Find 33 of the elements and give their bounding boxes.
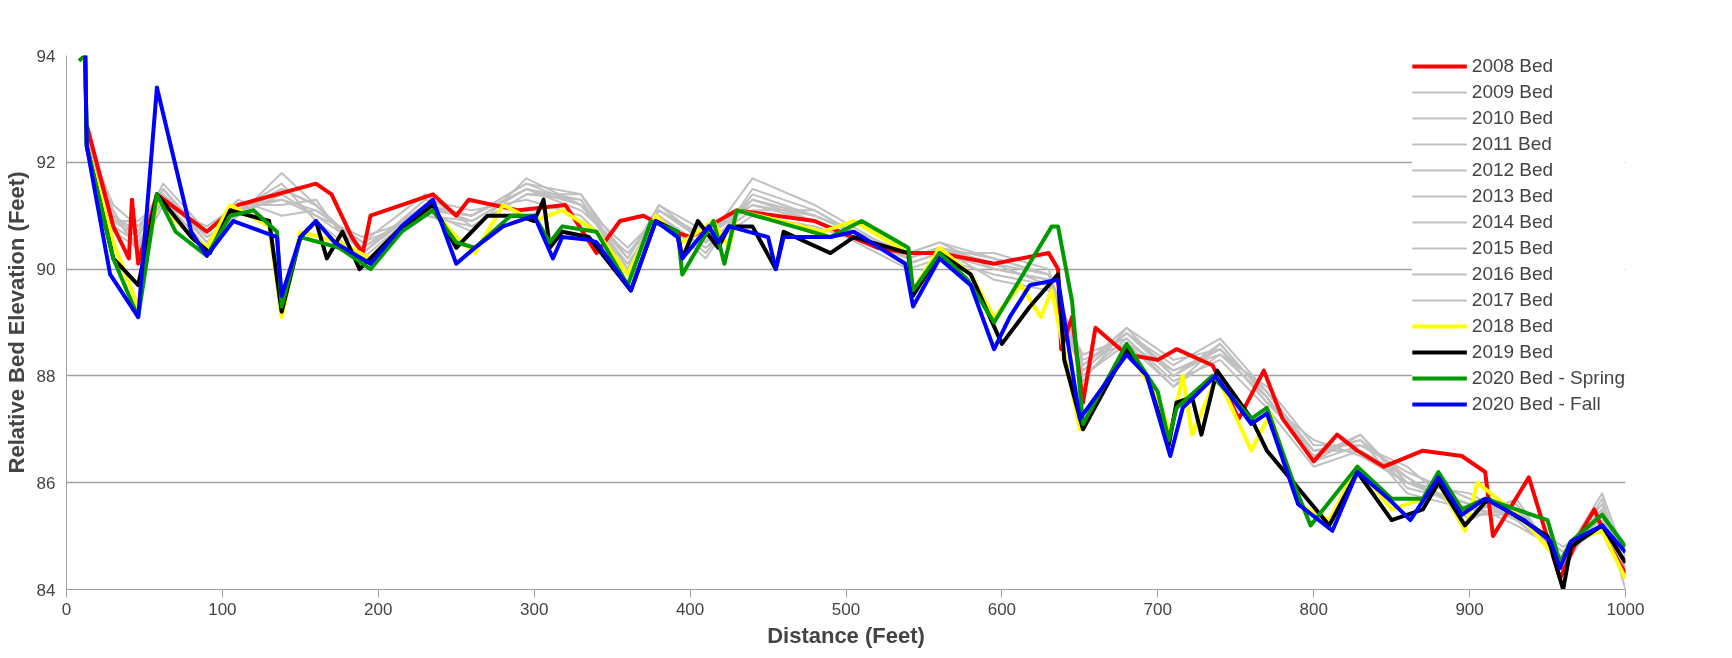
x-tick-label: 200 [364, 599, 393, 619]
legend-label: 2018 Bed [1471, 315, 1554, 337]
x-tick-label: 400 [675, 599, 705, 619]
y-tick-label: 94 [36, 46, 56, 66]
x-tick-label: 800 [1299, 599, 1328, 619]
legend-label: 2019 Bed [1471, 341, 1554, 363]
legend-label: 2020 Bed - Fall [1471, 393, 1601, 415]
legend-label: 2011 Bed [1471, 133, 1552, 155]
y-tick-label: 88 [36, 366, 56, 386]
legend-label: 2010 Bed [1471, 107, 1554, 129]
x-tick-label: 900 [1455, 599, 1484, 619]
legend-label: 2009 Bed [1471, 81, 1554, 103]
legend-label: 2013 Bed [1471, 185, 1554, 207]
x-tick-label: 1000 [1606, 599, 1645, 619]
x-tick-label: 500 [831, 599, 861, 619]
x-tick-label: 100 [208, 599, 237, 619]
x-tick-label: 0 [61, 599, 72, 619]
legend-label: 2014 Bed [1471, 211, 1554, 233]
x-tick-label: 300 [520, 599, 549, 619]
legend-label: 2016 Bed [1471, 263, 1554, 285]
legend-label: 2017 Bed [1471, 289, 1554, 311]
y-tick-label: 84 [36, 580, 56, 600]
legend-label: 2008 Bed [1471, 55, 1554, 77]
legend-label: 2012 Bed [1471, 159, 1554, 181]
y-axis-title: Relative Bed Elevation (Feet) [3, 171, 29, 474]
x-tick-label: 600 [987, 599, 1017, 619]
y-tick-label: 90 [36, 260, 56, 280]
legend-label: 2020 Bed - Spring [1471, 367, 1625, 389]
y-tick-label: 86 [36, 473, 56, 493]
x-tick-label: 700 [1143, 599, 1172, 619]
x-axis-title: Distance (Feet) [767, 622, 925, 648]
y-tick-label: 92 [36, 153, 56, 173]
legend-label: 2015 Bed [1471, 237, 1554, 259]
